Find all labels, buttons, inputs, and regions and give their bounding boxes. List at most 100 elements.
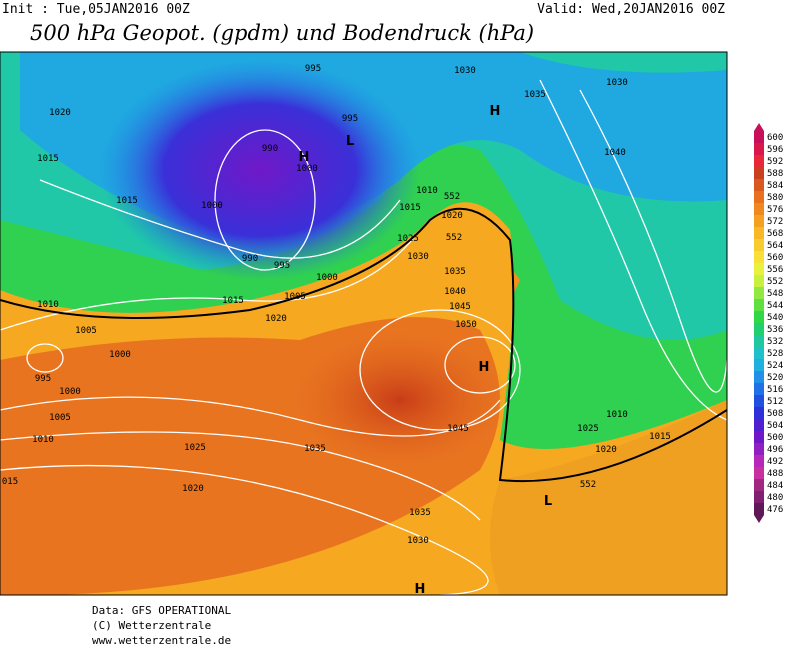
colorbar-label: 540 bbox=[767, 313, 783, 323]
map-frame bbox=[0, 51, 728, 596]
isobar-label: 1005 bbox=[75, 326, 97, 336]
pressure-center: H bbox=[490, 104, 501, 119]
colorbar-swatch bbox=[754, 251, 764, 263]
colorbar-label: 484 bbox=[767, 481, 783, 491]
isobar-label: 990 bbox=[242, 254, 258, 264]
colorbar-label: 496 bbox=[767, 445, 783, 455]
colorbar-label: 508 bbox=[767, 409, 783, 419]
colorbar-swatch bbox=[754, 335, 764, 347]
isobar-label: 1015 bbox=[37, 154, 59, 164]
isobar-label: 1015 bbox=[116, 196, 138, 206]
isobar-label: 1015 bbox=[222, 296, 244, 306]
colorbar-label: 584 bbox=[767, 181, 783, 191]
pressure-center: L bbox=[346, 134, 354, 149]
colorbar-swatch bbox=[754, 419, 764, 431]
colorbar-swatch bbox=[754, 491, 764, 503]
colorbar-label: 576 bbox=[767, 205, 783, 215]
colorbar-label: 520 bbox=[767, 373, 783, 383]
colorbar-swatch bbox=[754, 179, 764, 191]
isobar-label: 1035 bbox=[524, 90, 546, 100]
isobar-label: 1025 bbox=[184, 443, 206, 453]
pressure-center: L bbox=[544, 494, 552, 509]
isobar-label: 1020 bbox=[182, 484, 204, 494]
colorbar-label: 600 bbox=[767, 133, 783, 143]
colorbar-label: 492 bbox=[767, 457, 783, 467]
footer-source: Data: GFS OPERATIONAL bbox=[92, 604, 231, 617]
pressure-center: H bbox=[479, 360, 490, 375]
colorbar-swatch bbox=[754, 383, 764, 395]
colorbar-swatch bbox=[754, 443, 764, 455]
footer-url: www.wetterzentrale.de bbox=[92, 634, 231, 646]
title: 500 hPa Geopot. (gpdm) und Bodendruck (h… bbox=[30, 21, 534, 45]
isobar-label: 1010 bbox=[37, 300, 59, 310]
isobar-label: 1040 bbox=[444, 287, 466, 297]
colorbar-swatch bbox=[754, 287, 764, 299]
colorbar-swatch bbox=[754, 191, 764, 203]
footer-copyright: (C) Wetterzentrale bbox=[92, 619, 211, 632]
colorbar-swatch bbox=[754, 215, 764, 227]
init: Init : Tue,05JAN2016 00Z bbox=[2, 2, 190, 17]
colorbar: 600 596 592 588 584 580 576 572 568 564 560 556 552 5… bbox=[754, 123, 783, 523]
isobar-label: 1025 bbox=[397, 234, 419, 244]
isobar-label: 1000 bbox=[59, 387, 81, 397]
colorbar-swatch bbox=[754, 359, 764, 371]
colorbar-label: 524 bbox=[767, 361, 783, 371]
colorbar-swatch bbox=[754, 167, 764, 179]
colorbar-swatch bbox=[754, 347, 764, 359]
colorbar-label: 480 bbox=[767, 493, 783, 503]
colorbar-label: 476 bbox=[767, 505, 783, 515]
colorbar-swatch bbox=[754, 407, 764, 419]
colorbar-swatch bbox=[754, 323, 764, 335]
isobar-label: 1005 bbox=[284, 292, 306, 302]
isobar-label: 1010 bbox=[606, 410, 628, 420]
isobar-label: 1045 bbox=[449, 302, 471, 312]
pressure-center: H bbox=[299, 150, 310, 165]
isobar-label: 1030 bbox=[407, 252, 429, 262]
colorbar-swatch bbox=[754, 371, 764, 383]
isobar-label: 1030 bbox=[606, 78, 628, 88]
isobar-label: 1010 bbox=[32, 435, 54, 445]
isobar-label: 1035 bbox=[444, 267, 466, 277]
map bbox=[0, 52, 727, 595]
colorbar-swatch bbox=[754, 227, 764, 239]
colorbar-swatch bbox=[754, 467, 764, 479]
colorbar-label: 588 bbox=[767, 169, 783, 179]
isobar-label: 1000 bbox=[296, 164, 318, 174]
isobar-label: 1015 bbox=[399, 203, 421, 213]
pressure-center: H bbox=[415, 582, 426, 597]
isobar-label: 1020 bbox=[265, 314, 287, 324]
colorbar-swatch bbox=[754, 455, 764, 467]
isobar-label: 995 bbox=[35, 374, 51, 384]
colorbar-cap bbox=[754, 123, 764, 131]
colorbar-swatch bbox=[754, 431, 764, 443]
isobar-label: 1040 bbox=[604, 148, 626, 158]
isobar-label: 1030 bbox=[407, 536, 429, 546]
colorbar-label: 532 bbox=[767, 337, 783, 347]
colorbar-label: 580 bbox=[767, 193, 783, 203]
colorbar-cap bbox=[754, 515, 764, 523]
isobar-label: 1020 bbox=[441, 211, 463, 221]
isobar-label: 552 bbox=[580, 480, 596, 490]
colorbar-label: 552 bbox=[767, 277, 783, 287]
colorbar-label: 596 bbox=[767, 145, 783, 155]
isobar-label: 552 bbox=[444, 192, 460, 202]
colorbar-swatch bbox=[754, 311, 764, 323]
colorbar-swatch bbox=[754, 155, 764, 167]
colorbar-swatch bbox=[754, 479, 764, 491]
colorbar-label: 572 bbox=[767, 217, 783, 227]
isobar-label: 1050 bbox=[455, 320, 477, 330]
isobar-label: 995 bbox=[342, 114, 358, 124]
colorbar-swatch bbox=[754, 203, 764, 215]
colorbar-label: 564 bbox=[767, 241, 783, 251]
colorbar-swatch bbox=[754, 503, 764, 515]
colorbar-swatch bbox=[754, 239, 764, 251]
isobar-label: 995 bbox=[305, 64, 321, 74]
colorbar-swatch bbox=[754, 275, 764, 287]
colorbar-label: 528 bbox=[767, 349, 783, 359]
colorbar-swatch bbox=[754, 263, 764, 275]
colorbar-label: 592 bbox=[767, 157, 783, 167]
isobar-label: 990 bbox=[262, 144, 278, 154]
isobar-label: 1020 bbox=[595, 445, 617, 455]
colorbar-label: 560 bbox=[767, 253, 783, 263]
